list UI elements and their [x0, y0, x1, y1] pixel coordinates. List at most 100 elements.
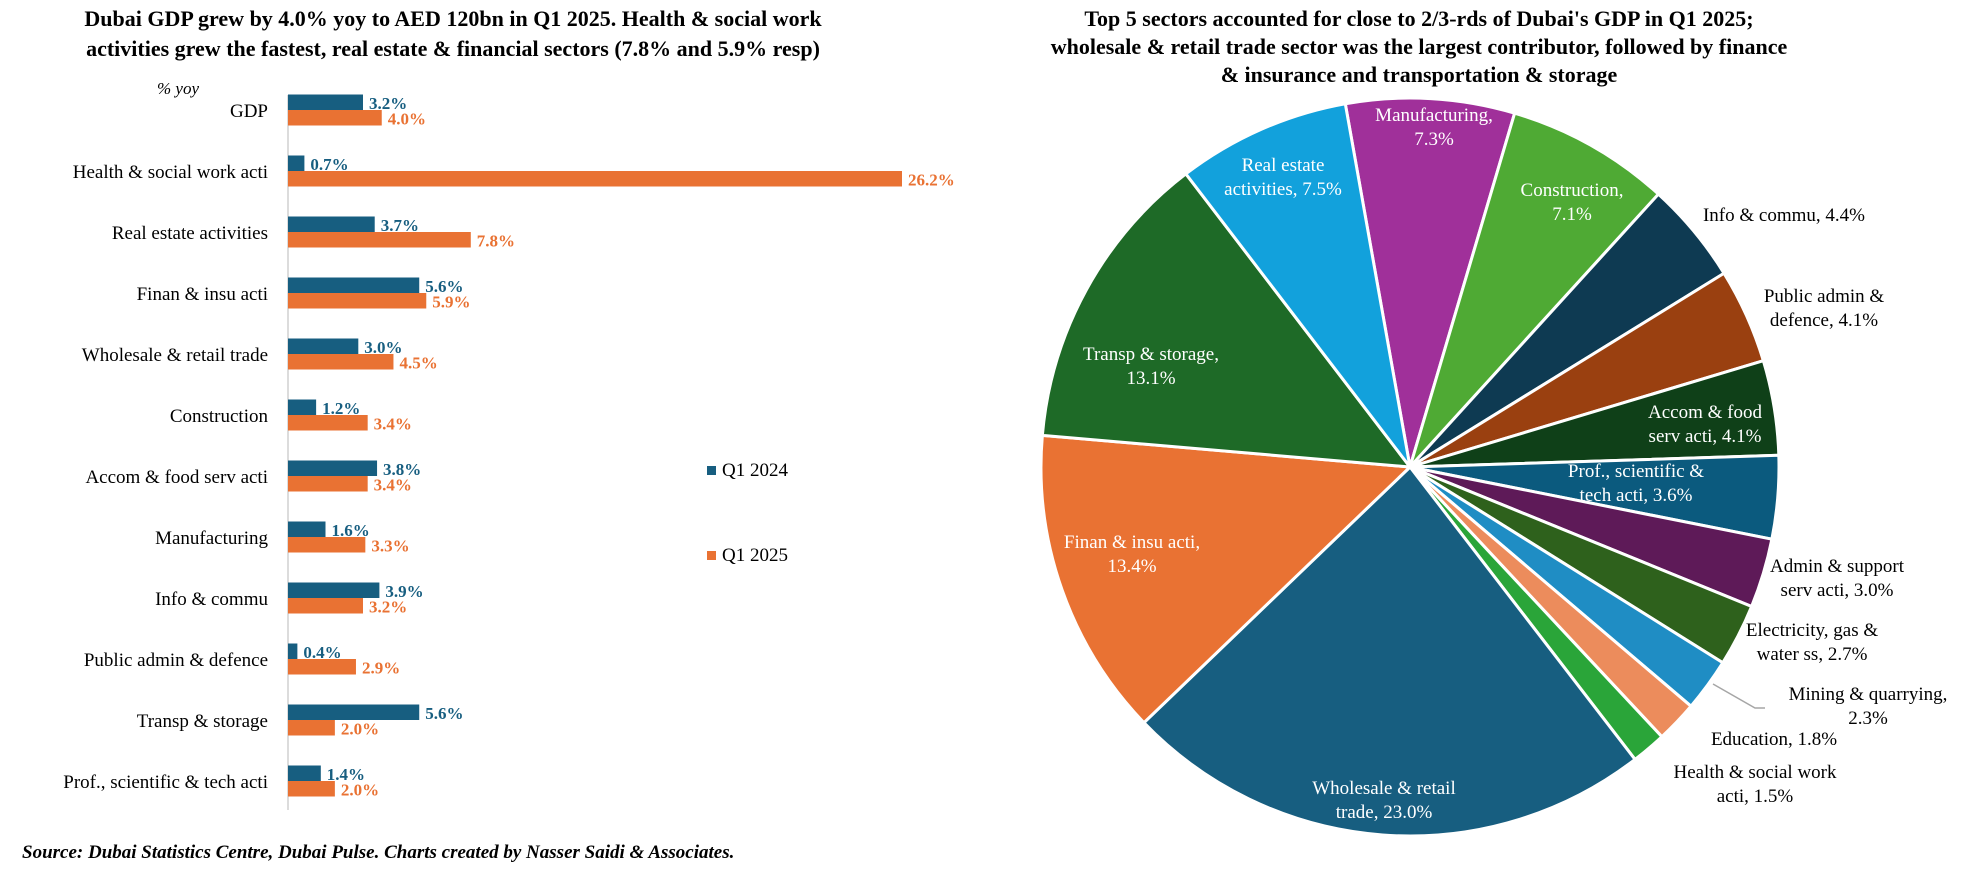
- category-label: Info & commu: [155, 589, 268, 610]
- pie-label-line: Admin & support: [1770, 556, 1905, 577]
- pie-label-line: activities, 7.5%: [1224, 179, 1342, 200]
- category-label: Manufacturing: [155, 528, 268, 549]
- bar-title-line: activities grew the fastest, real estate…: [86, 36, 820, 61]
- data-label: 3.3%: [371, 537, 409, 556]
- data-label: 2.0%: [341, 720, 379, 739]
- pie-label-line: Public admin &: [1764, 286, 1885, 307]
- pie-slice: [1408, 111, 1661, 469]
- pie-label-line: Finan & insu acti,: [1064, 532, 1200, 553]
- data-label: 3.0%: [364, 338, 402, 357]
- data-label: 0.4%: [303, 643, 341, 662]
- pie-label-line: tech acti, 3.6%: [1580, 485, 1693, 506]
- bar-q1-2025: [288, 720, 335, 736]
- bar-q1-2024: [288, 643, 298, 659]
- category-label: Real estate activities: [112, 223, 268, 244]
- pie-label: Real estate activities, 7.5%: [1224, 155, 1342, 200]
- data-label: 26.2%: [908, 171, 955, 190]
- bar-q1-2025: [288, 781, 335, 797]
- pie-label-line: Education, 1.8%: [1711, 729, 1837, 750]
- bar-q1-2024: [288, 216, 375, 232]
- pie-title-line: wholesale & retail trade sector was the …: [1051, 34, 1788, 59]
- bar-q1-2025: [288, 110, 382, 126]
- data-label: 3.2%: [369, 94, 407, 113]
- pie-label: Health & social work acti, 1.5%: [1673, 762, 1837, 807]
- category-label: Wholesale & retail trade: [82, 345, 268, 366]
- bar-chart: GDP 3.2%4.0%Health & social work acti 0.7%…: [63, 94, 955, 810]
- pie-title-line: Top 5 sectors accounted for close to 2/3…: [1084, 6, 1753, 31]
- bar-q1-2024: [288, 338, 359, 354]
- data-label: 7.8%: [477, 232, 515, 251]
- unit-label: % yoy: [157, 79, 199, 98]
- pie-label-line: water ss, 2.7%: [1757, 644, 1868, 665]
- pie-label-line: Electricity, gas &: [1746, 620, 1878, 641]
- data-label: 0.7%: [310, 155, 348, 174]
- legend-swatch: [707, 466, 716, 475]
- category-label: Construction: [170, 406, 269, 427]
- pie-label: Finan & insu acti, 13.4%: [1064, 532, 1200, 577]
- data-label: 4.0%: [388, 110, 426, 129]
- pie-label-line: defence, 4.1%: [1770, 310, 1878, 331]
- bar-title-line: Dubai GDP grew by 4.0% yoy to AED 120bn …: [84, 6, 822, 31]
- bar-q1-2025: [288, 415, 368, 431]
- bar-q1-2024: [288, 582, 380, 598]
- pie-chart: Manufacturing, 7.3% Construction, 7.1% Info …: [1039, 96, 1948, 838]
- data-label: 4.5%: [399, 354, 437, 373]
- data-label: 3.4%: [374, 415, 412, 434]
- pie-label: Transp & storage, 13.1%: [1083, 344, 1219, 389]
- bar-chart-title: Dubai GDP grew by 4.0% yoy to AED 120bn …: [84, 6, 822, 61]
- pie-label: Accom & food serv acti, 4.1%: [1648, 402, 1762, 447]
- pie-slice: [1183, 101, 1412, 468]
- category-label: Prof., scientific & tech acti: [63, 772, 268, 793]
- pie-label: Wholesale & retail trade, 23.0%: [1312, 778, 1456, 823]
- category-label: Public admin & defence: [84, 650, 268, 671]
- pie-label-line: 2.3%: [1848, 708, 1888, 729]
- source-note: Source: Dubai Statistics Centre, Dubai P…: [22, 842, 734, 863]
- leader-line: [1712, 683, 1765, 709]
- category-label: Health & social work acti: [73, 162, 268, 183]
- bar-q1-2025: [288, 232, 471, 248]
- category-label: Accom & food serv acti: [85, 467, 268, 488]
- bar-q1-2025: [288, 354, 394, 370]
- pie-label-line: acti, 1.5%: [1717, 786, 1794, 807]
- pie-label-line: 13.4%: [1107, 556, 1156, 577]
- pie-label-line: Mining & quarrying,: [1789, 684, 1948, 705]
- legend-label: Q1 2025: [722, 545, 788, 566]
- pie-label-line: 7.1%: [1552, 204, 1592, 225]
- bar-q1-2024: [288, 155, 305, 171]
- pie-label-line: Construction,: [1521, 180, 1624, 201]
- pie-chart-title: Top 5 sectors accounted for close to 2/3…: [1051, 6, 1788, 87]
- pie-label-line: Health & social work: [1673, 762, 1837, 783]
- category-label: Transp & storage: [137, 711, 268, 732]
- pie-label-line: Transp & storage,: [1083, 344, 1219, 365]
- bar-q1-2025: [288, 476, 368, 492]
- bar-q1-2024: [288, 521, 326, 537]
- pie-label: Mining & quarrying, 2.3%: [1789, 684, 1948, 729]
- legend: Q1 2024 Q1 2025: [707, 460, 788, 566]
- data-label: 1.2%: [322, 399, 360, 418]
- pie-label: Education, 1.8%: [1711, 729, 1837, 750]
- bar-q1-2025: [288, 293, 427, 309]
- pie-label: Manufacturing, 7.3%: [1375, 105, 1493, 150]
- data-label: 3.4%: [374, 476, 412, 495]
- data-label: 1.6%: [331, 521, 369, 540]
- pie-label-line: trade, 23.0%: [1336, 802, 1433, 823]
- pie-label: Prof., scientific & tech acti, 3.6%: [1568, 461, 1704, 506]
- data-label: 5.6%: [425, 277, 463, 296]
- bar-q1-2024: [288, 704, 420, 720]
- bar-q1-2025: [288, 598, 363, 614]
- data-label: 5.6%: [425, 704, 463, 723]
- bar-q1-2025: [288, 171, 902, 187]
- pie-label-line: serv acti, 3.0%: [1781, 580, 1894, 601]
- pie-label-line: Real estate: [1242, 155, 1325, 176]
- pie-slice: [1343, 96, 1517, 468]
- pie-label-line: Info & commu, 4.4%: [1703, 205, 1865, 226]
- pie-label-line: Manufacturing,: [1375, 105, 1493, 126]
- pie-label: Electricity, gas & water ss, 2.7%: [1746, 620, 1878, 665]
- bar-q1-2024: [288, 277, 420, 293]
- bar-q1-2024: [288, 94, 363, 110]
- pie-label-line: 7.3%: [1414, 129, 1454, 150]
- legend-swatch: [707, 551, 716, 560]
- pie-slice: [1040, 171, 1414, 469]
- data-label: 3.2%: [369, 598, 407, 617]
